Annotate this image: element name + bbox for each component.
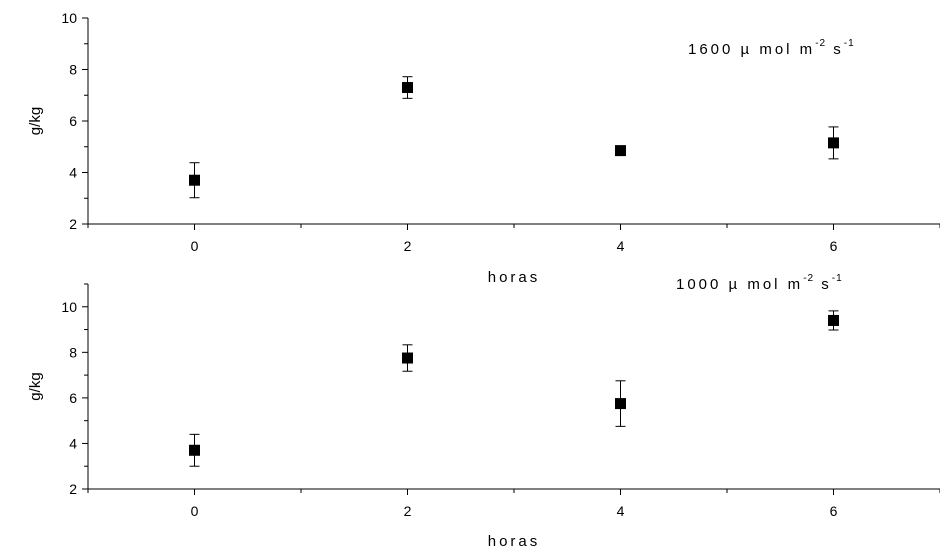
x-tick-label: 4 xyxy=(617,503,625,519)
y-tick-label: 8 xyxy=(69,344,77,360)
x-axis-title: horas xyxy=(488,533,541,550)
data-point xyxy=(402,82,413,94)
data-point xyxy=(828,137,839,149)
annotation-unit: s xyxy=(826,41,844,58)
panel-bottom: 2 4 6 8 10 0 2 4 6 g/kg horas 1000 µ mol m-2 s-1 xyxy=(27,273,940,550)
y-tick-label: 4 xyxy=(69,165,77,181)
x-tick-label: 0 xyxy=(191,503,199,519)
light-intensity-annotation: 1000 µ mol m-2 s-1 xyxy=(676,273,843,293)
annotation-exponent-1: -2 xyxy=(815,38,826,49)
x-tick-label: 2 xyxy=(404,238,412,254)
data-point xyxy=(615,398,626,410)
annotation-unit: s xyxy=(814,276,832,293)
data-point xyxy=(615,145,626,157)
x-tick-label: 2 xyxy=(404,503,412,519)
annotation-prefix: 1600 µ mol m xyxy=(688,41,815,58)
data-point xyxy=(189,174,200,186)
x-axis-title: horas xyxy=(488,269,541,286)
y-tick-label: 10 xyxy=(61,10,77,26)
x-tick-label: 0 xyxy=(191,238,199,254)
y-axis-title: g/kg xyxy=(27,107,44,135)
data-point xyxy=(402,352,413,364)
x-tick-label: 6 xyxy=(830,503,838,519)
annotation-exponent-2: -1 xyxy=(844,38,855,49)
data-point xyxy=(189,444,200,456)
y-tick-label: 6 xyxy=(69,390,77,406)
y-tick-label: 2 xyxy=(69,481,77,497)
light-intensity-annotation: 1600 µ mol m-2 s-1 xyxy=(688,38,855,58)
annotation-prefix: 1000 µ mol m xyxy=(676,276,803,293)
data-point xyxy=(828,314,839,326)
annotation-exponent-1: -2 xyxy=(803,273,814,284)
y-axis-title: g/kg xyxy=(27,372,44,400)
y-tick-label: 6 xyxy=(69,113,77,129)
annotation-exponent-2: -1 xyxy=(832,273,843,284)
y-tick-label: 10 xyxy=(61,299,77,315)
y-tick-label: 8 xyxy=(69,62,77,78)
y-tick-label: 2 xyxy=(69,216,77,232)
x-tick-label: 4 xyxy=(617,238,625,254)
y-tick-label: 4 xyxy=(69,435,77,451)
x-tick-label: 6 xyxy=(830,238,838,254)
